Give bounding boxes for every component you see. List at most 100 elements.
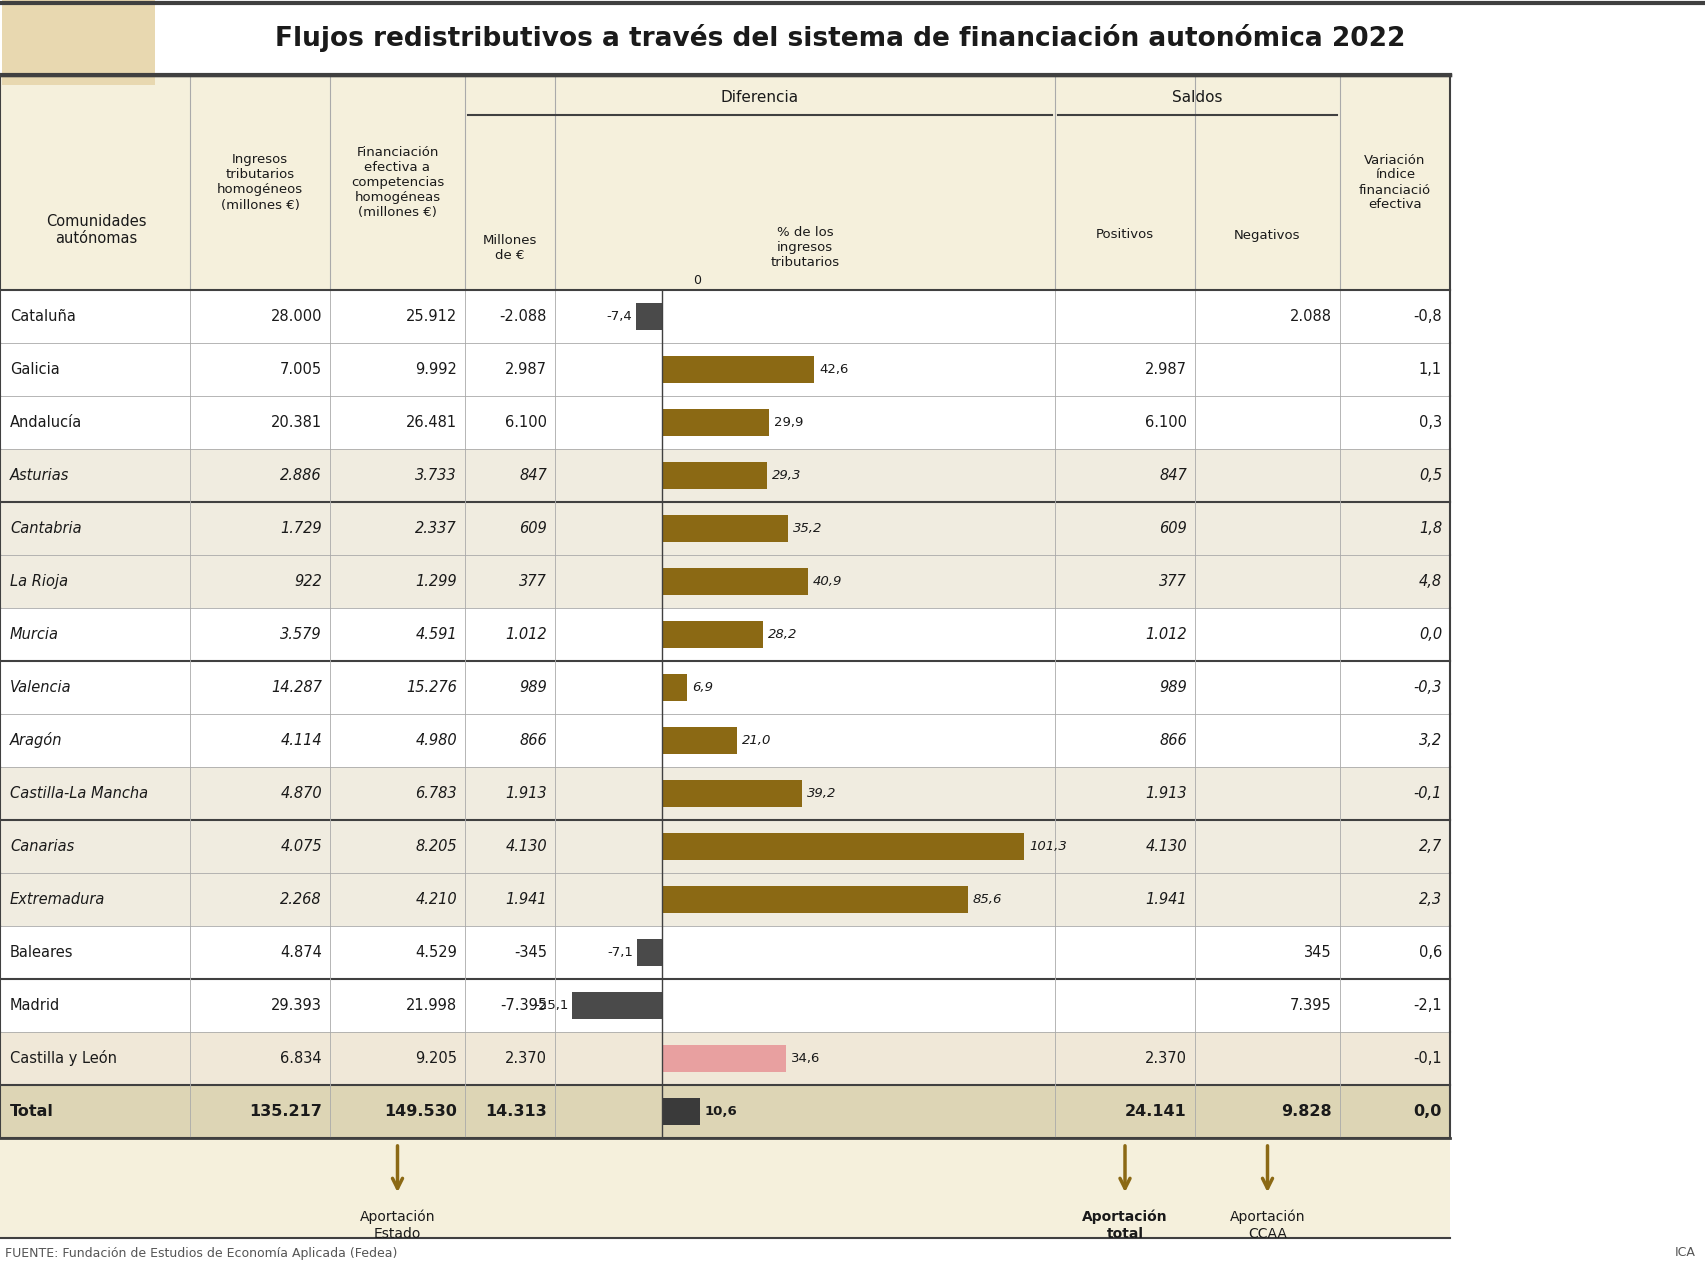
Text: Galicia: Galicia [10, 362, 60, 378]
Text: 1.941: 1.941 [1144, 892, 1187, 908]
Bar [0, 979, 1449, 1032]
Text: 3.733: 3.733 [414, 468, 457, 483]
Text: -2.088: -2.088 [500, 308, 547, 324]
Text: 10,6: 10,6 [704, 1105, 737, 1117]
Bar [0, 714, 1449, 767]
Text: 4.075: 4.075 [280, 838, 322, 854]
Bar [0, 396, 1449, 449]
Text: -7,1: -7,1 [607, 946, 633, 959]
Text: La Rioja: La Rioja [10, 573, 68, 589]
Text: 4.529: 4.529 [414, 945, 457, 960]
Bar [662, 408, 769, 436]
Text: 24.141: 24.141 [1125, 1103, 1187, 1119]
Text: 4.874: 4.874 [280, 945, 322, 960]
Bar [0, 608, 1449, 660]
Text: 4.870: 4.870 [280, 786, 322, 801]
Text: 9.205: 9.205 [414, 1051, 457, 1066]
Text: 21,0: 21,0 [742, 733, 771, 748]
Text: -2,1: -2,1 [1412, 998, 1441, 1012]
Text: 3.579: 3.579 [280, 627, 322, 643]
Text: 26.481: 26.481 [406, 415, 457, 430]
Text: 2.886: 2.886 [280, 468, 322, 483]
Text: % de los
ingresos
tributarios: % de los ingresos tributarios [771, 227, 839, 270]
Bar [662, 515, 788, 543]
Text: 2.987: 2.987 [505, 362, 547, 378]
Text: 866: 866 [1159, 733, 1187, 748]
Text: 2,3: 2,3 [1419, 892, 1441, 908]
Text: 7.395: 7.395 [1289, 998, 1332, 1012]
Text: 345: 345 [1304, 945, 1332, 960]
Text: 14.313: 14.313 [484, 1103, 547, 1119]
Text: Baleares: Baleares [10, 945, 73, 960]
Text: Extremadura: Extremadura [10, 892, 106, 908]
Text: 35,2: 35,2 [793, 522, 822, 535]
Text: -7.395: -7.395 [500, 998, 547, 1012]
Text: 29,9: 29,9 [774, 416, 803, 429]
Text: 922: 922 [293, 573, 322, 589]
Text: 4.210: 4.210 [414, 892, 457, 908]
Text: 15.276: 15.276 [406, 680, 457, 695]
Text: Cantabria: Cantabria [10, 521, 82, 536]
Text: 6.100: 6.100 [505, 415, 547, 430]
Text: 14.287: 14.287 [271, 680, 322, 695]
Text: Andalucía: Andalucía [10, 415, 82, 430]
Text: 6.783: 6.783 [414, 786, 457, 801]
Bar [662, 1044, 786, 1073]
Text: 34,6: 34,6 [789, 1052, 820, 1065]
Text: -0,1: -0,1 [1413, 786, 1441, 801]
Text: Comunidades
autónomas: Comunidades autónomas [46, 214, 147, 246]
Bar [0, 660, 1449, 714]
Bar [662, 673, 687, 701]
Text: 1,8: 1,8 [1419, 521, 1441, 536]
Text: -7,4: -7,4 [605, 310, 631, 323]
Bar [0, 502, 1449, 556]
Bar [0, 873, 1449, 925]
Text: 29.393: 29.393 [271, 998, 322, 1012]
Bar [0, 1138, 1449, 1238]
Text: Financiación
efectiva a
competencias
homogéneas
(millones €): Financiación efectiva a competencias hom… [351, 146, 443, 219]
Text: Castilla y León: Castilla y León [10, 1051, 118, 1066]
Text: -0,8: -0,8 [1412, 308, 1441, 324]
Text: -345: -345 [513, 945, 547, 960]
Text: 847: 847 [1159, 468, 1187, 483]
Bar [0, 449, 1449, 502]
Bar [0, 1085, 1449, 1138]
Text: -0,1: -0,1 [1412, 1051, 1441, 1066]
Bar [0, 820, 1449, 873]
Text: Saldos: Saldos [1171, 90, 1222, 105]
Bar [662, 727, 737, 754]
Bar [0, 767, 1449, 820]
Text: 1.913: 1.913 [1144, 786, 1187, 801]
Text: 135.217: 135.217 [249, 1103, 322, 1119]
Text: 29,3: 29,3 [771, 468, 801, 483]
Text: 20.381: 20.381 [271, 415, 322, 430]
Text: 2.088: 2.088 [1289, 308, 1332, 324]
Text: 1.913: 1.913 [505, 786, 547, 801]
Text: 4.591: 4.591 [414, 627, 457, 643]
Text: 21.998: 21.998 [406, 998, 457, 1012]
Text: 2,7: 2,7 [1419, 838, 1441, 854]
Text: 42,6: 42,6 [818, 364, 847, 376]
Text: ICA: ICA [1674, 1247, 1695, 1260]
Bar [662, 833, 1023, 860]
Bar [662, 462, 766, 489]
Text: 9.992: 9.992 [414, 362, 457, 378]
Text: 0,5: 0,5 [1419, 468, 1441, 483]
Bar [0, 291, 1449, 343]
Text: 609: 609 [518, 521, 547, 536]
Text: Valencia: Valencia [10, 680, 72, 695]
Text: Variación
índice
financiació
efectiva: Variación índice financiació efectiva [1359, 154, 1430, 211]
Text: 2.268: 2.268 [280, 892, 322, 908]
Bar [662, 1098, 699, 1125]
Text: 2.370: 2.370 [505, 1051, 547, 1066]
Bar [0, 0, 1705, 76]
Text: 1.941: 1.941 [505, 892, 547, 908]
Bar [2, 0, 155, 84]
Text: 4.980: 4.980 [414, 733, 457, 748]
Text: 6,9: 6,9 [692, 681, 713, 694]
Text: Asturias: Asturias [10, 468, 70, 483]
Text: 6.100: 6.100 [1144, 415, 1187, 430]
Bar [0, 1032, 1449, 1085]
Text: 3,2: 3,2 [1419, 733, 1441, 748]
Text: Canarias: Canarias [10, 838, 75, 854]
